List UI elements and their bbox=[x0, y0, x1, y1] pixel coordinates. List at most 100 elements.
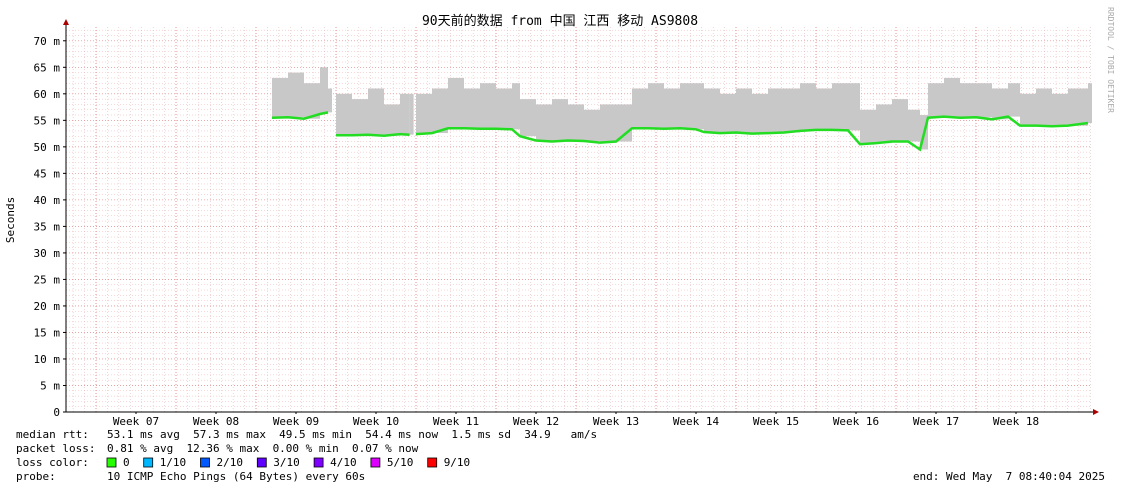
y-tick-label: 30 m bbox=[34, 247, 61, 260]
loss-swatch bbox=[313, 457, 324, 468]
chart-title: 90天前的数据 from 中国 江西 移动 AS9808 bbox=[422, 13, 698, 29]
stat-label: median rtt: bbox=[16, 428, 89, 441]
y-tick-label: 65 m bbox=[34, 61, 61, 74]
smoke bbox=[876, 104, 892, 144]
x-arrow bbox=[1093, 409, 1099, 415]
smoke bbox=[336, 93, 352, 136]
smoke bbox=[328, 88, 332, 113]
loss-swatch bbox=[143, 457, 154, 468]
loss-swatch bbox=[427, 457, 438, 468]
smoke bbox=[892, 99, 908, 142]
y-axis-label: Seconds bbox=[4, 197, 17, 243]
y-tick-label: 45 m bbox=[34, 167, 61, 180]
smoke bbox=[632, 88, 648, 129]
footer: probe: 10 ICMP Echo Pings (64 Bytes) eve… bbox=[16, 428, 1105, 483]
smoke bbox=[584, 109, 600, 142]
x-tick-label: Week 09 bbox=[273, 415, 319, 428]
y-tick-label: 60 m bbox=[34, 88, 61, 101]
smoke bbox=[1036, 88, 1052, 126]
probe: 10 ICMP Echo Pings (64 Bytes) every 60s bbox=[107, 470, 365, 483]
smoke bbox=[696, 83, 704, 130]
smoke bbox=[352, 99, 368, 136]
stat-text: 53.1 ms avg 57.3 ms max 49.5 ms min 54.4… bbox=[107, 428, 597, 441]
x-tick-label: Week 08 bbox=[193, 415, 239, 428]
x-tick-label: Week 18 bbox=[993, 415, 1039, 428]
smoke bbox=[944, 77, 960, 117]
smoke bbox=[680, 83, 696, 129]
stat-label: packet loss: bbox=[16, 442, 95, 455]
smoke bbox=[496, 88, 512, 129]
y-tick-label: 35 m bbox=[34, 220, 61, 233]
smoke bbox=[832, 83, 848, 130]
smoke bbox=[752, 93, 768, 134]
smoke bbox=[520, 99, 536, 137]
y-tick-label: 70 m bbox=[34, 35, 61, 48]
loss-label: 0 bbox=[123, 456, 130, 469]
x-tick-label: Week 16 bbox=[833, 415, 879, 428]
loss-label: 3/10 bbox=[273, 456, 300, 469]
end-time: end: Wed May 7 08:40:04 2025 bbox=[913, 470, 1105, 483]
smoke bbox=[1020, 93, 1036, 126]
smoke bbox=[860, 109, 876, 145]
smoke bbox=[800, 83, 816, 131]
loss-label: 5/10 bbox=[387, 456, 414, 469]
y-tick-label: 5 m bbox=[40, 379, 60, 392]
smoke bbox=[536, 104, 552, 141]
plot bbox=[271, 67, 1092, 152]
smoke bbox=[664, 88, 680, 129]
axes: 0 5 m 10 m 15 m 20 m 25 m 30 m 35 m 40 m 45 m 50 m… bbox=[34, 19, 1099, 428]
smoke bbox=[552, 99, 568, 142]
smoke bbox=[1052, 93, 1068, 127]
smoke bbox=[272, 77, 288, 118]
median-line bbox=[271, 111, 1089, 152]
smoke bbox=[704, 88, 720, 132]
smoke bbox=[400, 93, 410, 135]
smoke bbox=[720, 93, 736, 134]
smoke bbox=[816, 88, 832, 130]
y-tick-label: 20 m bbox=[34, 300, 61, 313]
x-tick-label: Week 17 bbox=[913, 415, 959, 428]
y-tick-label: 40 m bbox=[34, 194, 61, 207]
smoke bbox=[432, 88, 448, 134]
smoke bbox=[768, 88, 784, 134]
loss-swatch bbox=[370, 457, 381, 468]
loss-label: loss color: bbox=[16, 456, 89, 469]
smoke bbox=[648, 83, 664, 129]
probe-label: probe: bbox=[16, 470, 56, 483]
smoke bbox=[568, 104, 584, 141]
x-tick-label: Week 07 bbox=[113, 415, 159, 428]
smoke bbox=[304, 83, 320, 119]
y-tick-label: 25 m bbox=[34, 273, 61, 286]
smoke bbox=[1088, 83, 1092, 123]
smoke bbox=[960, 83, 976, 118]
grid bbox=[66, 27, 1092, 413]
y-tick-label: 0 bbox=[53, 406, 60, 419]
smoke bbox=[320, 67, 328, 114]
y-tick-label: 55 m bbox=[34, 114, 61, 127]
smoke bbox=[1068, 88, 1088, 126]
y-tick-label: 15 m bbox=[34, 326, 61, 339]
smoke bbox=[784, 88, 800, 133]
smoke bbox=[600, 104, 616, 143]
smoke bbox=[416, 93, 432, 135]
smoke bbox=[409, 93, 414, 135]
x-tick-label: Week 10 bbox=[353, 415, 399, 428]
smoke bbox=[1008, 83, 1020, 117]
smoke bbox=[288, 72, 304, 118]
x-tick-label: Week 13 bbox=[593, 415, 639, 428]
smoke bbox=[512, 83, 520, 130]
x-tick-label: Week 11 bbox=[433, 415, 479, 428]
smoke bbox=[928, 83, 944, 118]
smoke bbox=[976, 83, 992, 118]
loss-label: 9/10 bbox=[444, 456, 471, 469]
x-tick-label: Week 12 bbox=[513, 415, 559, 428]
stat-text: 0.81 % avg 12.36 % max 0.00 % min 0.07 %… bbox=[107, 442, 419, 455]
smoke bbox=[480, 83, 496, 129]
smoke bbox=[908, 109, 920, 142]
smoke bbox=[384, 104, 400, 136]
watermark: RRDTOOL / TOBI OETIKER bbox=[1106, 7, 1115, 113]
smoke bbox=[448, 77, 464, 129]
smoke bbox=[736, 88, 752, 133]
y-tick-label: 50 m bbox=[34, 141, 61, 154]
